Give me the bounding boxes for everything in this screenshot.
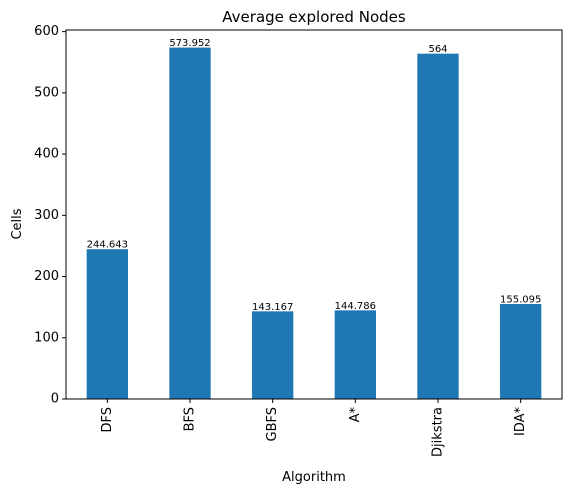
- bar-a: [334, 310, 376, 399]
- x-axis: DFS BFS GBFS A* Djikstra IDA*: [100, 399, 528, 457]
- chart-title: Average explored Nodes: [222, 8, 406, 26]
- bar-dfs: [86, 249, 128, 399]
- bar-gbfs: [252, 311, 294, 399]
- x-tick-label: DFS: [100, 407, 115, 433]
- bar-djikstra: [417, 53, 459, 400]
- x-tick-label: Djikstra: [431, 407, 446, 457]
- data-label: 244.643: [87, 240, 128, 251]
- y-tick-label: 600: [34, 24, 59, 39]
- bar-bfs: [169, 47, 211, 400]
- data-label: 143.167: [252, 302, 293, 313]
- data-label: 144.786: [335, 301, 376, 312]
- y-tick-label: 300: [34, 208, 59, 223]
- x-tick-label: BFS: [183, 407, 198, 431]
- plot-frame: [65, 29, 563, 400]
- y-tick-label: 500: [34, 85, 59, 100]
- y-axis-title: Cells: [10, 208, 25, 239]
- y-tick-label: 0: [51, 392, 59, 407]
- x-tick-label: GBFS: [265, 407, 280, 442]
- data-labels-group: 244.643 573.952 143.167 144.786 564 155.095: [87, 38, 542, 313]
- data-label: 573.952: [169, 38, 210, 49]
- bars-group: [86, 47, 542, 400]
- y-tick-label: 400: [34, 147, 59, 162]
- y-tick-label: 100: [34, 330, 59, 345]
- data-label: 155.095: [500, 295, 541, 306]
- y-tick-label: 200: [34, 269, 59, 284]
- y-axis: 0 100 200 300 400 500 600: [34, 24, 66, 407]
- x-tick-label: A*: [348, 407, 363, 423]
- x-axis-title: Algorithm: [282, 470, 346, 485]
- x-tick-label: IDA*: [513, 407, 528, 437]
- data-label: 564: [428, 44, 447, 55]
- bar-ida: [500, 304, 542, 399]
